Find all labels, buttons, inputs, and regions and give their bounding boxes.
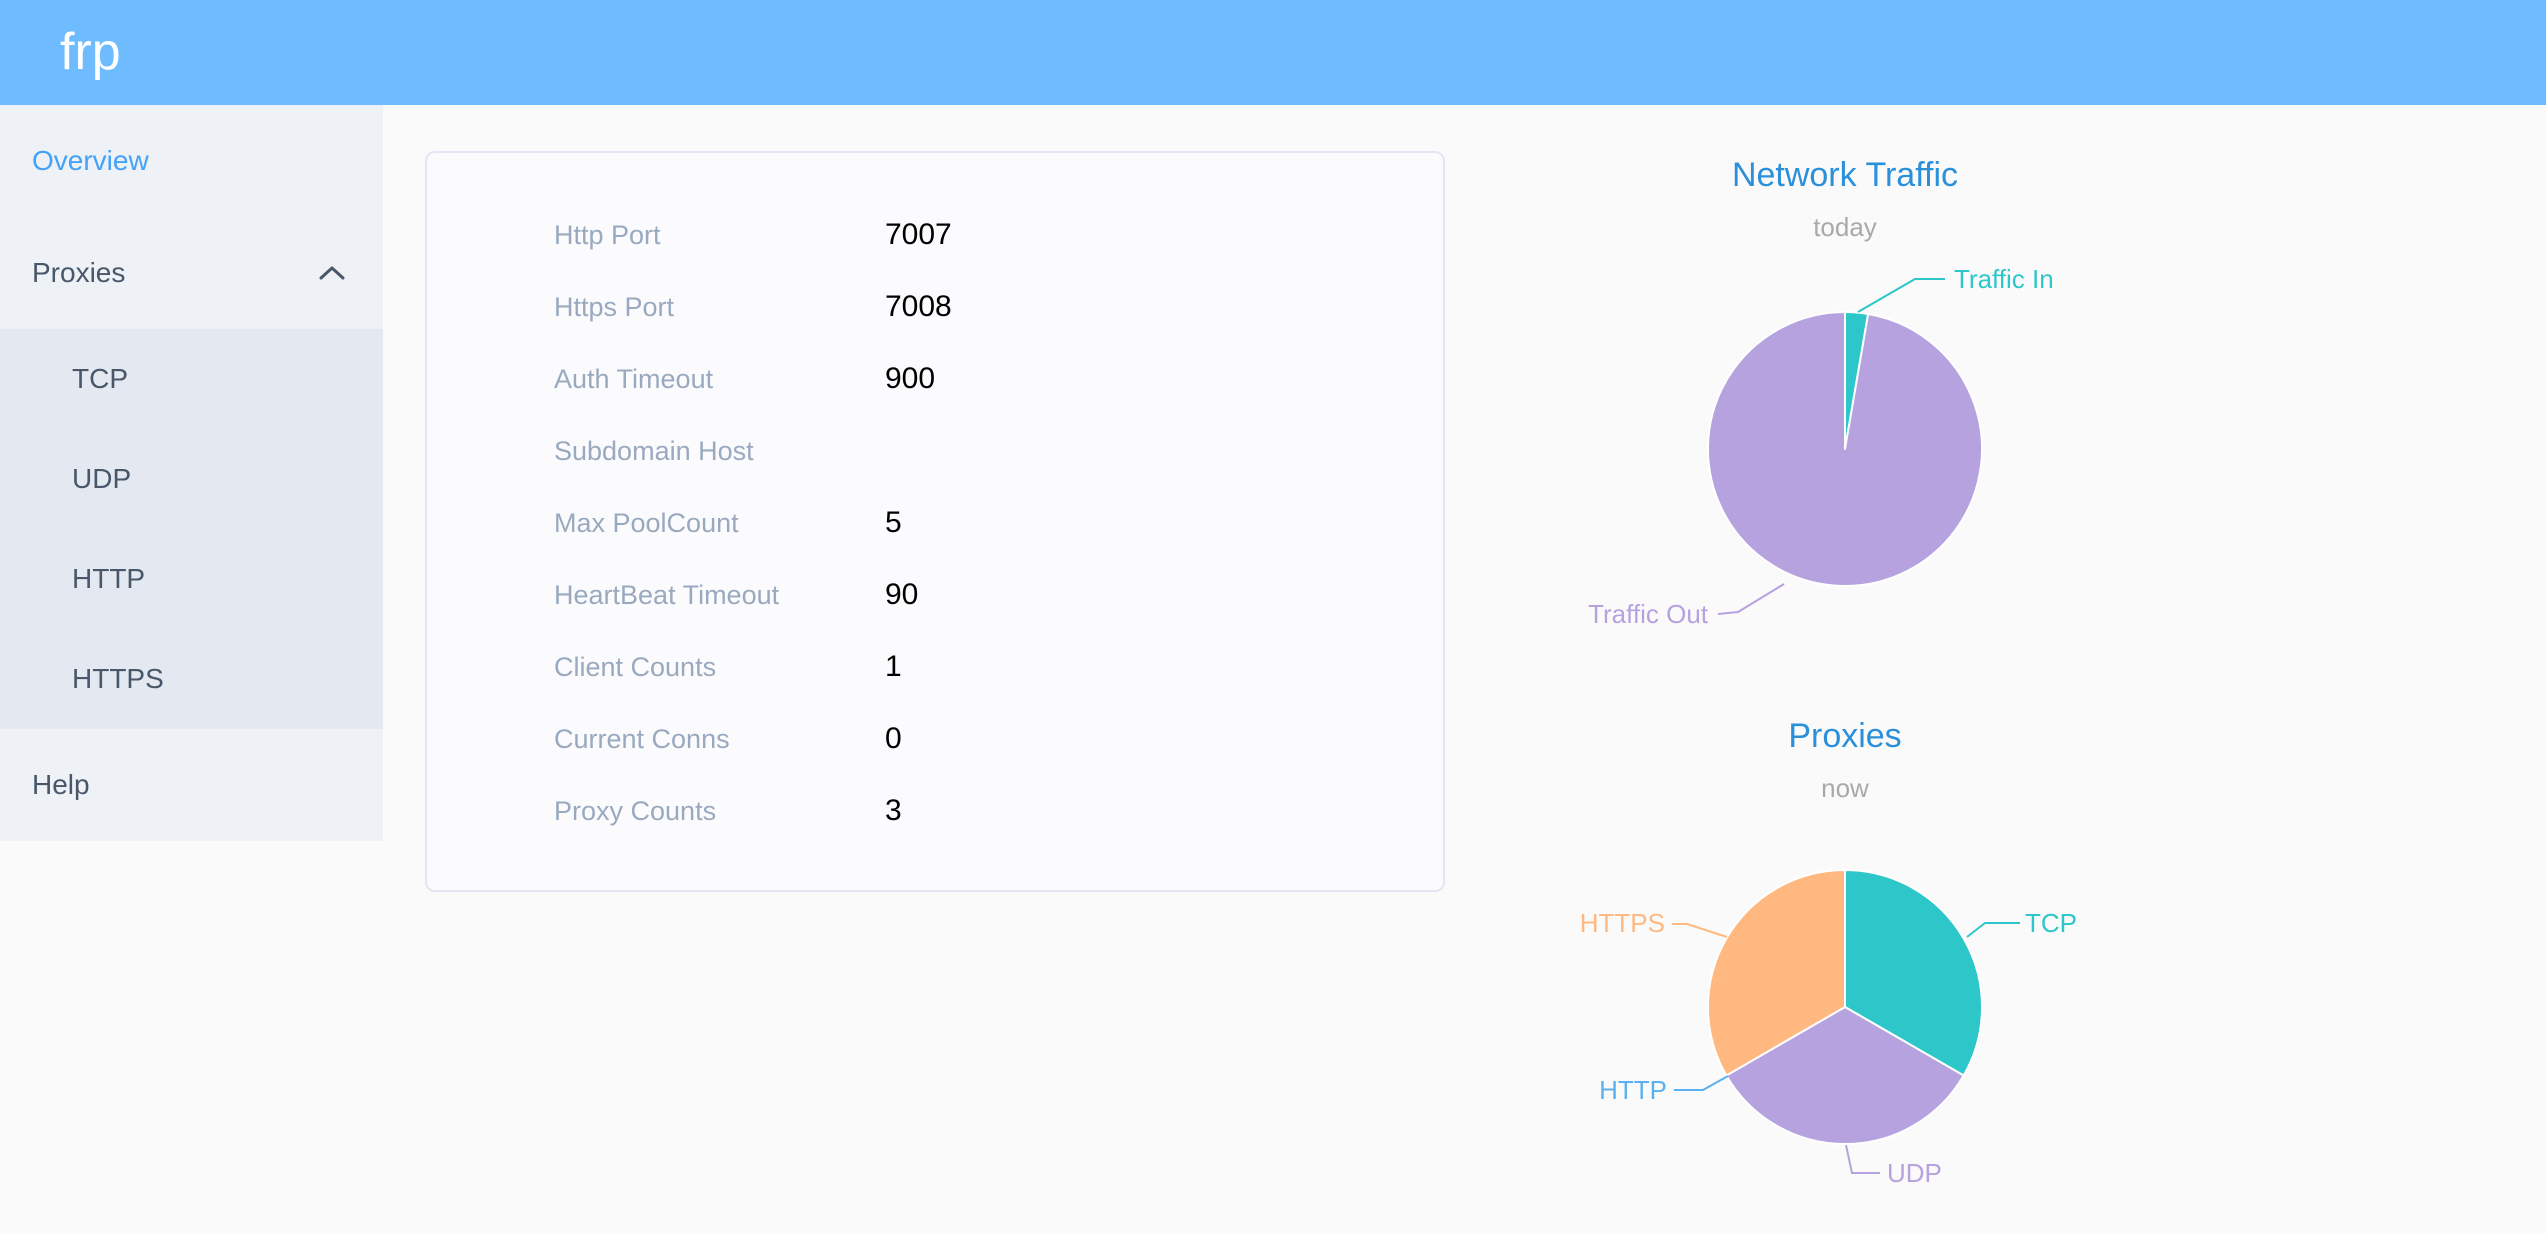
config-row: Subdomain Host: [427, 415, 1443, 487]
chart-subtitle: now: [1821, 773, 1869, 803]
app-header: frp: [0, 0, 2546, 105]
config-row: Auth Timeout 900: [427, 343, 1443, 415]
config-row: Http Port 7007: [427, 199, 1443, 271]
sidebar-item-https[interactable]: HTTPS: [72, 663, 164, 694]
config-label: Current Conns: [554, 723, 730, 754]
pie-slice-https[interactable]: [1707, 869, 1846, 1077]
config-label: Client Counts: [554, 651, 717, 682]
proxies-chart: Proxies now TCP HTTPS HTTP UDP: [1465, 716, 2225, 1234]
pie-label-traffic-in: Traffic In: [1954, 264, 2054, 294]
config-value: 7007: [885, 218, 952, 251]
config-label: HeartBeat Timeout: [554, 579, 780, 610]
sidebar-item-http[interactable]: HTTP: [72, 563, 146, 594]
sidebar-item-udp[interactable]: UDP: [72, 463, 132, 494]
sidebar-item-help[interactable]: Help: [32, 769, 90, 800]
pie-label-line-udp: [1845, 1144, 1880, 1174]
server-config-card: Http Port 7007 Https Port 7008 Auth Time…: [425, 151, 1445, 892]
pie-label-line-http: [1674, 1075, 1729, 1091]
proxies-pie[interactable]: TCP HTTPS HTTP UDP: [1465, 820, 2225, 1234]
pie-label-line-https: [1672, 923, 1728, 938]
config-value: 3: [885, 794, 902, 827]
network-traffic-pie[interactable]: Traffic In Traffic Out: [1465, 240, 2225, 660]
config-value: 900: [885, 362, 936, 395]
chart-title: Proxies: [1788, 717, 1902, 755]
config-label: Https Port: [554, 291, 675, 322]
pie-label-https: HTTPS: [1580, 908, 1665, 938]
config-row: Client Counts 1: [427, 631, 1443, 703]
pie-label-line-traffic-out: [1717, 583, 1785, 615]
pie-label-line-tcp: [1966, 922, 2020, 938]
config-value: 1: [885, 650, 902, 683]
config-label: Max PoolCount: [554, 507, 739, 538]
config-row: Proxy Counts 3: [427, 775, 1443, 847]
config-row: Https Port 7008: [427, 271, 1443, 343]
sidebar: Overview Proxies TCP UDP HTTP HTTPS Help: [0, 105, 383, 841]
pie-label-line-traffic-in: [1857, 278, 1945, 313]
chevron-up-icon: [319, 266, 345, 280]
config-value: 0: [885, 722, 902, 755]
chart-subtitle: today: [1813, 212, 1877, 242]
config-label: Auth Timeout: [554, 363, 714, 394]
config-row: HeartBeat Timeout 90: [427, 559, 1443, 631]
config-label: Subdomain Host: [554, 435, 754, 466]
proxies-submenu: TCP UDP HTTP HTTPS: [0, 329, 383, 729]
chart-title: Network Traffic: [1731, 156, 1959, 194]
sidebar-item-proxies[interactable]: Proxies: [0, 217, 383, 329]
network-traffic-chart: Network Traffic today Traffic In Traffic …: [1465, 155, 2225, 660]
config-value: 5: [885, 506, 902, 539]
config-label: Http Port: [554, 219, 661, 250]
app-logo: frp: [60, 23, 121, 81]
config-value: 90: [885, 578, 919, 611]
sidebar-item-overview[interactable]: Overview: [32, 145, 149, 176]
config-value: 7008: [885, 290, 952, 323]
sidebar-item-tcp[interactable]: TCP: [72, 363, 128, 394]
pie-label-traffic-out: Traffic Out: [1588, 599, 1709, 629]
pie-label-http: HTTP: [1599, 1075, 1667, 1105]
config-row: Current Conns 0: [427, 703, 1443, 775]
pie-slice-tcp[interactable]: [1844, 869, 1983, 1077]
pie-label-tcp: TCP: [2025, 908, 2077, 938]
sidebar-item-proxies-label: Proxies: [32, 257, 126, 288]
pie-slice-traffic-out[interactable]: [1706, 311, 1983, 587]
pie-label-udp: UDP: [1887, 1158, 1942, 1188]
config-label: Proxy Counts: [554, 795, 717, 826]
config-row: Max PoolCount 5: [427, 487, 1443, 559]
